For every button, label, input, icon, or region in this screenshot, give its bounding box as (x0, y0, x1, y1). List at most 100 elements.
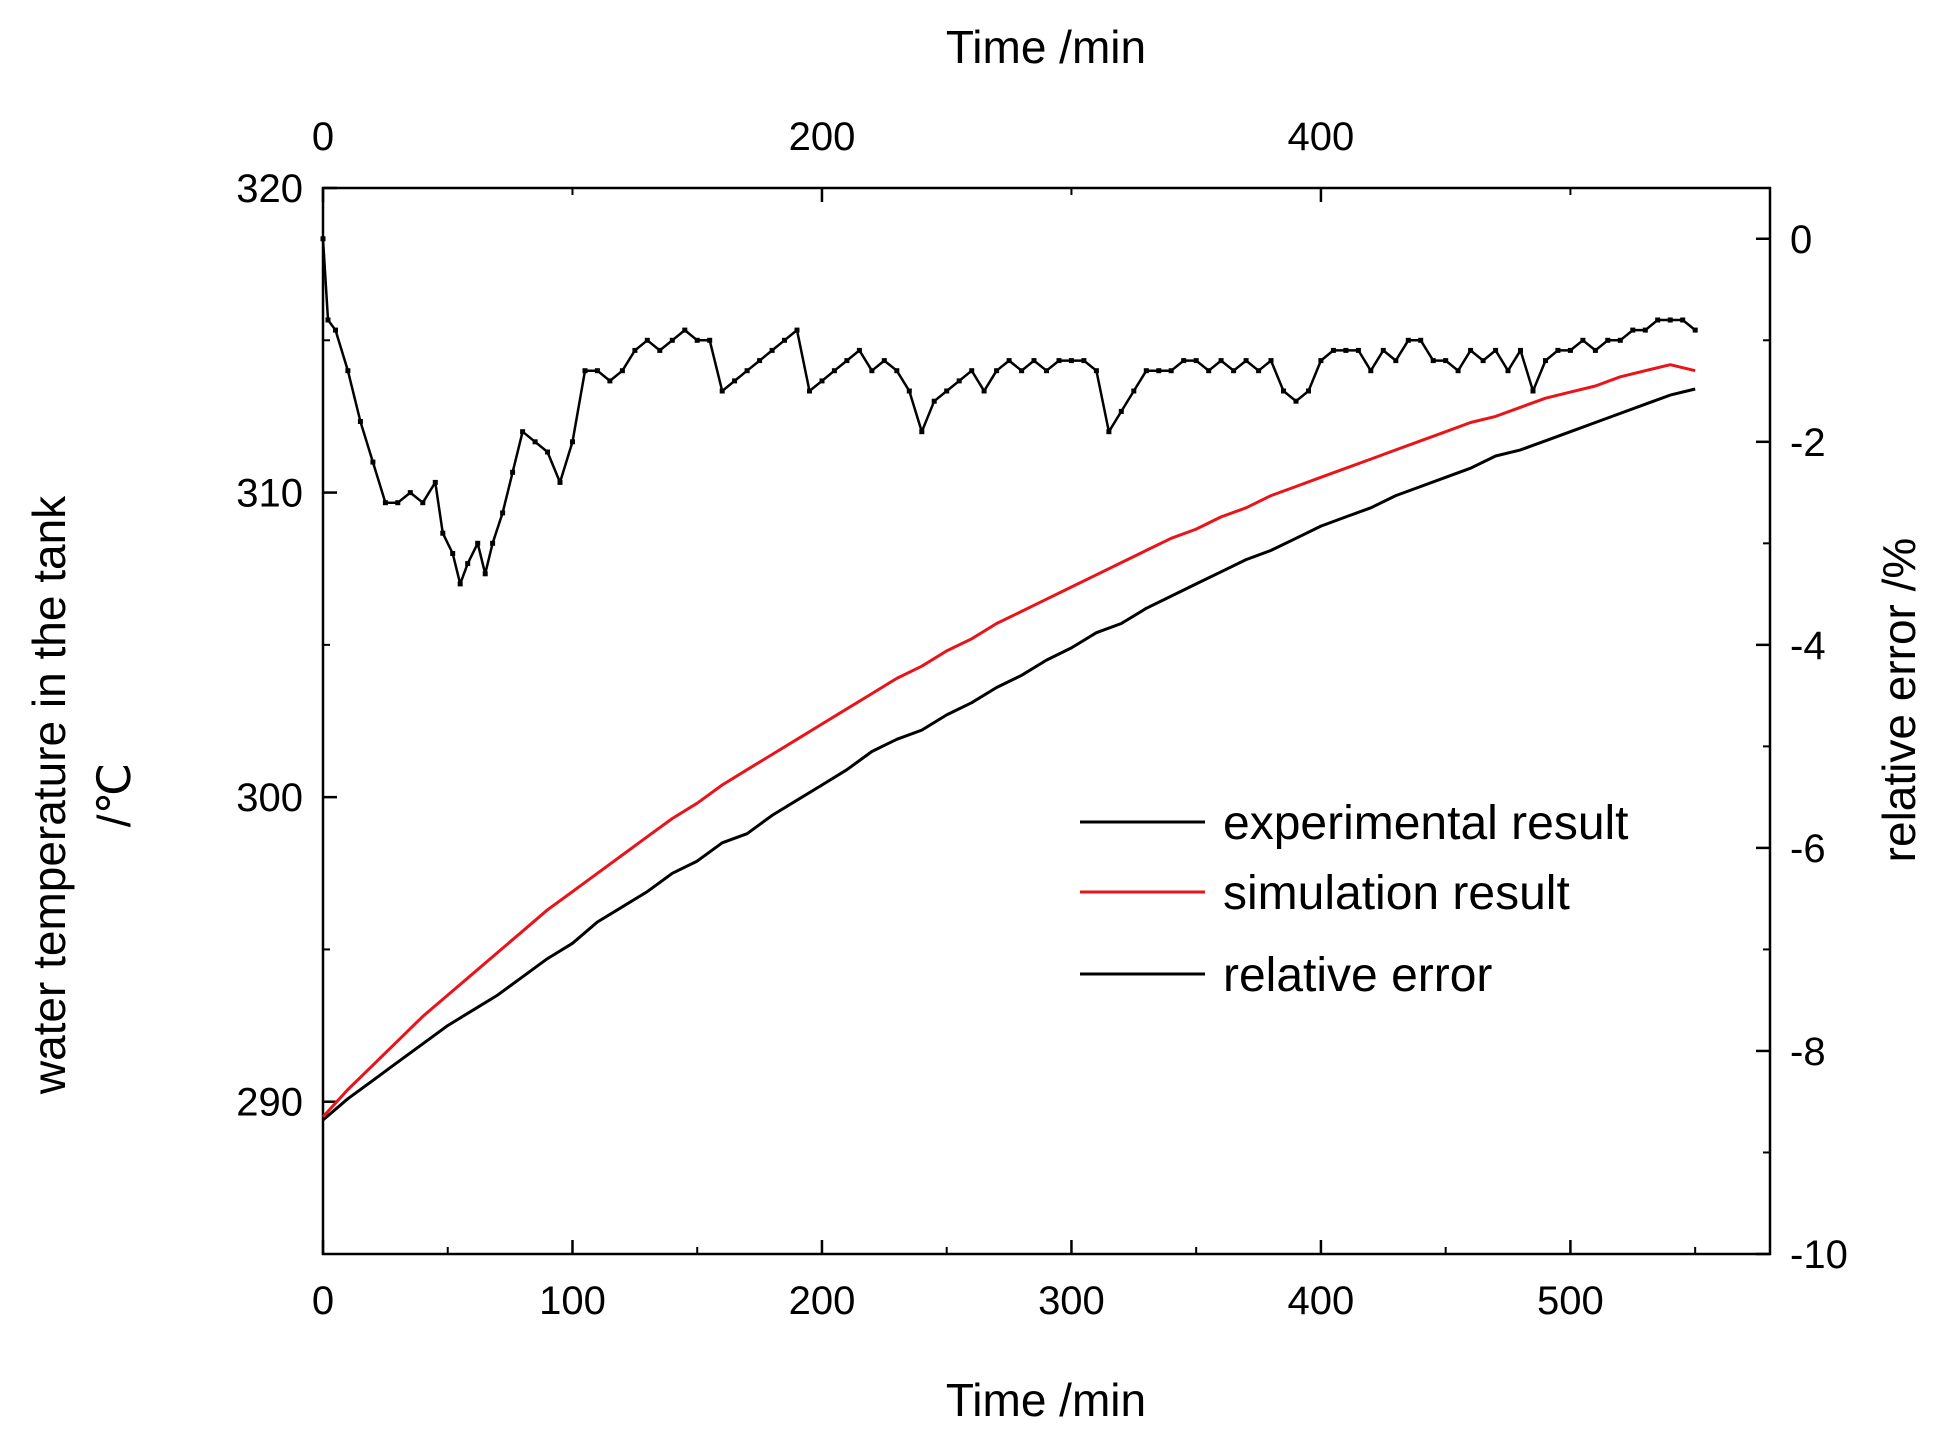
y-right-tick-label: -10 (1790, 1233, 1848, 1277)
data-point-relative-error (1056, 358, 1062, 364)
y-right-tick-label: -2 (1790, 421, 1826, 465)
top-axis-ticks: 0 200 400 (312, 115, 1572, 202)
data-point-relative-error (475, 540, 481, 546)
x-axis-top-title: Time /min (946, 21, 1146, 73)
data-point-relative-error (1555, 347, 1561, 353)
data-point-relative-error (1019, 368, 1025, 374)
legend: experimental result simulation result re… (1080, 797, 1629, 1002)
data-point-relative-error (607, 378, 613, 384)
data-point-relative-error (1355, 347, 1361, 353)
data-point-relative-error (370, 459, 376, 465)
data-point-relative-error (1006, 358, 1012, 364)
data-point-relative-error (1206, 368, 1212, 374)
data-point-relative-error (1493, 347, 1499, 353)
data-point-relative-error (1680, 317, 1686, 323)
data-point-relative-error (1243, 358, 1249, 364)
legend-label-relative-error: relative error (1223, 949, 1492, 1002)
data-point-relative-error (1093, 368, 1099, 374)
data-point-relative-error (719, 388, 725, 394)
data-point-relative-error (1156, 368, 1162, 374)
y-axis-right-title: relative error /% (1873, 538, 1925, 863)
y-axis-left-unit: /℃ (88, 763, 140, 827)
data-point-relative-error (644, 337, 650, 343)
data-point-relative-error (1518, 347, 1523, 353)
data-point-relative-error (570, 439, 575, 445)
y-axis-left-title: water temperature in the tank (23, 495, 75, 1095)
x-axis-bottom-title: Time /min (946, 1374, 1146, 1426)
data-point-relative-error (432, 479, 438, 485)
data-point-relative-error (1268, 358, 1274, 364)
data-point-relative-error (482, 571, 488, 577)
y-right-tick-label: 0 (1790, 218, 1812, 262)
x-bottom-tick-label: 400 (1288, 1279, 1355, 1323)
data-point-relative-error (619, 368, 625, 374)
data-point-relative-error (881, 358, 887, 364)
data-point-relative-error (1567, 347, 1573, 353)
data-point-relative-error (325, 317, 331, 323)
y-left-tick-label: 310 (236, 472, 303, 516)
data-point-relative-error (520, 429, 526, 435)
data-point-relative-error (1231, 368, 1237, 374)
data-point-relative-error (1468, 347, 1474, 353)
x-bottom-tick-label: 100 (539, 1279, 606, 1323)
data-point-relative-error (557, 479, 563, 485)
data-point-relative-error (500, 510, 506, 516)
data-point-relative-error (465, 561, 471, 567)
data-point-relative-error (1181, 358, 1187, 364)
data-point-relative-error (694, 337, 700, 343)
legend-label-simulation: simulation result (1223, 867, 1570, 920)
data-point-relative-error (1031, 358, 1037, 364)
data-point-relative-error (1580, 337, 1586, 343)
data-point-relative-error (1455, 368, 1461, 374)
data-point-relative-error (1642, 327, 1648, 333)
data-point-relative-error (769, 347, 775, 353)
data-point-relative-error (906, 388, 912, 394)
data-point-relative-error (1218, 358, 1224, 364)
data-point-relative-error (1044, 368, 1049, 374)
bottom-axis-ticks: 0 100 200 300 400 500 (312, 1240, 1697, 1323)
data-point-relative-error (1118, 408, 1124, 414)
y-right-tick-label: -4 (1790, 624, 1826, 668)
data-point-relative-error (1318, 358, 1324, 364)
y-right-tick-label: -8 (1790, 1030, 1826, 1074)
data-point-relative-error (1667, 317, 1673, 323)
data-point-relative-error (794, 327, 800, 333)
data-point-relative-error (807, 388, 812, 394)
data-point-relative-error (333, 327, 338, 333)
data-point-relative-error (682, 327, 688, 333)
data-point-relative-error (632, 347, 638, 353)
data-point-relative-error (844, 358, 850, 364)
data-point-relative-error (594, 368, 600, 374)
data-point-relative-error (931, 398, 937, 404)
data-point-relative-error (1131, 388, 1137, 394)
data-point-relative-error (782, 337, 787, 343)
data-point-relative-error (1692, 327, 1698, 333)
data-point-relative-error (732, 378, 738, 384)
data-point-relative-error (869, 368, 875, 374)
data-point-relative-error (420, 500, 426, 506)
data-point-relative-error (1143, 368, 1149, 374)
data-point-relative-error (657, 347, 663, 353)
data-point-relative-error (1443, 358, 1449, 364)
data-point-relative-error (395, 500, 401, 506)
data-point-relative-error (1418, 337, 1424, 343)
x-bottom-tick-label: 0 (312, 1279, 334, 1323)
data-point-relative-error (345, 368, 351, 374)
data-point-relative-error (490, 540, 496, 546)
y-right-tick-label: -6 (1790, 827, 1826, 871)
data-point-relative-error (440, 530, 446, 536)
data-point-relative-error (1368, 368, 1374, 374)
data-point-relative-error (956, 378, 962, 384)
series-line-experimental-result (322, 387, 1696, 1122)
data-point-relative-error (1193, 358, 1199, 364)
series-line-relative-error (321, 238, 1696, 586)
data-point-relative-error (1330, 347, 1336, 353)
x-top-tick-label: 0 (312, 115, 334, 159)
data-point-relative-error (944, 388, 950, 394)
data-point-relative-error (1480, 358, 1486, 364)
data-point-relative-error (819, 378, 825, 384)
y-left-tick-label: 290 (236, 1081, 303, 1125)
data-point-relative-error (919, 429, 925, 435)
data-point-relative-error (582, 368, 588, 374)
data-point-relative-error (757, 358, 763, 364)
